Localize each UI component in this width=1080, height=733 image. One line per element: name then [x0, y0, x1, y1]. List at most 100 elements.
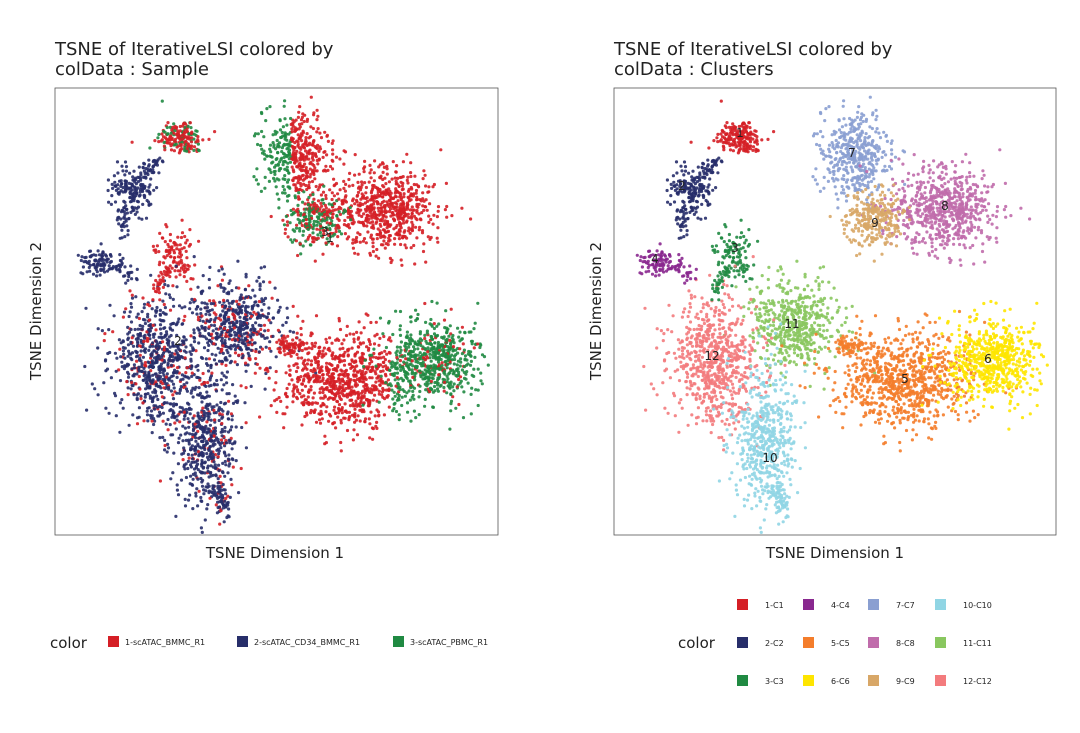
scatter-point [79, 258, 83, 263]
scatter-point [171, 358, 176, 362]
scatter-point [129, 352, 133, 356]
scatter-point [219, 326, 223, 330]
scatter-point [255, 316, 259, 320]
scatter-point [262, 302, 266, 306]
scatter-point [132, 169, 136, 173]
scatter-point [200, 418, 204, 422]
scatter-point [403, 243, 407, 247]
scatter-point [235, 363, 239, 367]
scatter-point [196, 411, 200, 415]
scatter-point [351, 222, 355, 226]
scatter-point [328, 349, 332, 353]
scatter-point [306, 395, 310, 399]
scatter-point [233, 330, 237, 334]
scatter-point [429, 343, 434, 347]
scatter-point [203, 335, 207, 339]
scatter-point [156, 377, 160, 381]
scatter-point [298, 338, 302, 342]
scatter-point [476, 301, 480, 305]
scatter-point [111, 186, 115, 190]
scatter-point [180, 231, 185, 235]
scatter-point [147, 333, 152, 337]
scatter-point [285, 405, 289, 409]
scatter-point [195, 312, 199, 316]
scatter-point [427, 220, 431, 224]
scatter-point [298, 151, 302, 155]
scatter-point [272, 388, 276, 392]
scatter-point [257, 350, 261, 354]
scatter-point [230, 425, 234, 429]
scatter-point [297, 122, 302, 126]
scatter-point [302, 190, 306, 194]
scatter-point [133, 206, 137, 210]
scatter-point [363, 165, 367, 169]
scatter-point [378, 229, 382, 233]
scatter-point [281, 323, 285, 327]
scatter-point [219, 285, 223, 289]
scatter-point [322, 184, 326, 188]
scatter-point [192, 148, 196, 152]
scatter-point [404, 374, 408, 379]
scatter-point [381, 216, 385, 220]
scatter-point [381, 332, 385, 336]
scatter-point [158, 479, 162, 483]
scatter-point [146, 302, 150, 307]
scatter-point [415, 208, 419, 213]
scatter-point [305, 132, 309, 136]
scatter-point [262, 323, 267, 327]
scatter-point [409, 419, 413, 423]
scatter-point [221, 461, 225, 465]
scatter-point [99, 242, 103, 246]
scatter-point [272, 143, 276, 147]
scatter-point [326, 210, 330, 214]
scatter-point [445, 215, 449, 219]
scatter-point [385, 172, 389, 176]
scatter-point [214, 389, 219, 393]
scatter-point [212, 383, 217, 387]
scatter-point [376, 410, 381, 414]
scatter-point [305, 367, 309, 371]
scatter-point [213, 426, 217, 430]
scatter-point [194, 431, 198, 435]
scatter-point [129, 320, 134, 324]
scatter-point [283, 231, 287, 235]
scatter-point [93, 259, 97, 263]
scatter-point [338, 188, 342, 192]
scatter-point [184, 338, 188, 342]
scatter-point [310, 347, 314, 351]
scatter-point [324, 164, 328, 168]
scatter-point [212, 460, 216, 464]
scatter-point [395, 349, 399, 353]
scatter-point [347, 386, 352, 390]
scatter-point [447, 334, 451, 338]
scatter-point [262, 299, 266, 303]
scatter-point [378, 336, 382, 340]
scatter-point [336, 356, 340, 361]
scatter-point [188, 420, 192, 424]
scatter-point [163, 130, 167, 134]
scatter-point [372, 171, 376, 175]
scatter-point [173, 143, 177, 147]
scatter-point [360, 214, 364, 219]
scatter-point [171, 471, 175, 475]
scatter-point [301, 244, 305, 248]
scatter-point [274, 157, 278, 162]
scatter-point [140, 188, 144, 192]
scatter-point [163, 148, 167, 152]
scatter-point [260, 347, 264, 351]
scatter-point [448, 427, 452, 431]
scatter-point [188, 121, 192, 125]
scatter-point [353, 407, 357, 411]
scatter-point [340, 359, 344, 363]
scatter-point [388, 194, 392, 198]
scatter-point [324, 410, 328, 414]
scatter-point [123, 356, 127, 360]
scatter-point [168, 296, 172, 300]
scatter-point [226, 318, 230, 322]
scatter-point [272, 176, 276, 180]
scatter-point [317, 149, 321, 153]
scatter-point [331, 421, 335, 425]
scatter-point [355, 235, 359, 240]
scatter-point [337, 403, 342, 407]
scatter-point [304, 149, 308, 153]
